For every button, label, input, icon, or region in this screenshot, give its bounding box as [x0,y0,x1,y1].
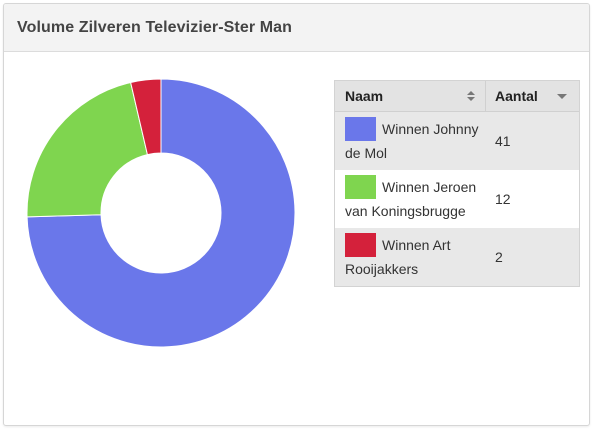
panel-header: Volume Zilveren Televizier-Ster Man [4,4,589,52]
legend-label: Winnen Jeroen van Koningsbrugge [345,179,477,219]
column-header-aantal-label: Aantal [495,88,538,104]
legend-table: Naam Aantal Winnen Johnny de Mol 41 Winnen… [334,80,580,287]
legend-row[interactable]: Winnen Art Rooijakkers 2 [335,228,579,286]
legend-label: Winnen Johnny de Mol [345,121,479,161]
column-header-naam-label: Naam [345,88,384,104]
legend-label: Winnen Art Rooijakkers [345,237,451,277]
donut-slice-2[interactable] [26,81,149,218]
sort-both-icon[interactable] [467,91,475,101]
legend-row-name: Winnen Jeroen van Koningsbrugge [335,170,486,228]
legend-swatch [345,175,376,199]
panel-title: Volume Zilveren Televizier-Ster Man [17,18,292,36]
legend-row[interactable]: Winnen Johnny de Mol 41 [335,112,579,170]
legend-row-count: 2 [495,249,503,265]
column-header-aantal[interactable]: Aantal [486,81,579,111]
legend-row-name: Winnen Johnny de Mol [335,112,486,170]
legend-row-count: 41 [495,133,511,149]
panel-body: Naam Aantal Winnen Johnny de Mol 41 Winnen… [4,52,589,424]
chart-panel: Volume Zilveren Televizier-Ster Man Naam… [3,3,590,426]
sort-desc-icon[interactable] [557,93,567,99]
donut-chart [26,78,296,348]
legend-header-row: Naam Aantal [335,81,579,112]
legend-row-name: Winnen Art Rooijakkers [335,228,486,286]
donut-slice-1[interactable] [26,78,296,348]
legend-row[interactable]: Winnen Jeroen van Koningsbrugge 12 [335,170,579,228]
column-header-naam[interactable]: Naam [335,81,486,111]
donut-slice-3[interactable] [130,78,162,156]
legend-rows: Winnen Johnny de Mol 41 Winnen Jeroen van … [335,112,579,286]
legend-swatch [345,233,376,257]
legend-swatch [345,117,376,141]
legend-row-count: 12 [495,191,511,207]
